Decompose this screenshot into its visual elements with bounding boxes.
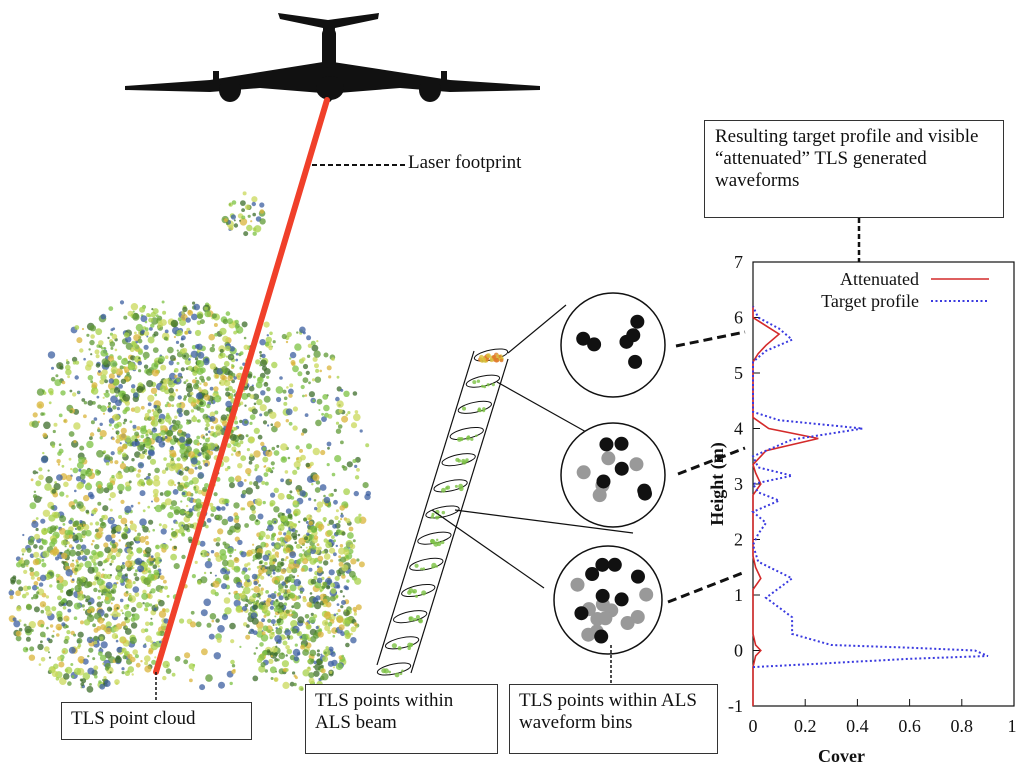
- gray-point: [629, 457, 644, 472]
- y-tick-label: 6: [734, 308, 743, 328]
- tls-point-cloud-label: TLS point cloud: [71, 708, 196, 729]
- y-tick-label: 2: [734, 530, 743, 550]
- target-profile-caption: Resulting target profile and visible “at…: [715, 126, 979, 191]
- black-point: [595, 588, 610, 603]
- black-point: [587, 337, 602, 352]
- y-tick-label: 7: [734, 252, 743, 272]
- black-point: [630, 569, 645, 584]
- black-point: [607, 557, 622, 572]
- gray-point: [598, 611, 613, 626]
- gray-point: [620, 616, 635, 631]
- laser-beam: [153, 97, 330, 675]
- black-point: [614, 436, 629, 451]
- black-point: [614, 592, 629, 607]
- legend-label: Attenuated: [840, 269, 919, 289]
- y-tick-label: 0: [734, 641, 743, 661]
- black-point: [637, 486, 652, 501]
- y-tick-label: 3: [734, 474, 743, 494]
- legend-label: Target profile: [821, 291, 919, 311]
- black-point: [594, 629, 609, 644]
- black-point: [596, 474, 611, 489]
- black-point: [576, 331, 591, 346]
- black-point: [628, 354, 643, 369]
- x-tick-label: 0: [749, 716, 758, 736]
- black-point: [595, 557, 610, 572]
- y-tick-label: 4: [734, 419, 743, 439]
- bin-magnifiers: [553, 292, 666, 655]
- black-point: [626, 328, 641, 343]
- x-tick-label: 0.2: [794, 716, 817, 736]
- plot-frame: [752, 261, 1015, 707]
- tls-point-cloud-box: TLS point cloud: [61, 702, 252, 740]
- gray-point: [576, 465, 591, 480]
- y-axis-label: Height (m): [707, 442, 728, 525]
- tls-points-beam-box: TLS points within ALS beam: [305, 684, 498, 754]
- circle-chart-connectors: [667, 330, 746, 604]
- tls-points-beam-label: TLS points within ALS beam: [315, 690, 454, 733]
- magnifier-middle: [560, 422, 666, 528]
- gray-point: [630, 609, 645, 624]
- series-attenuated: [752, 306, 819, 706]
- als-beam-cylinder: [376, 348, 509, 678]
- black-point: [614, 461, 629, 476]
- laser-footprint-label: Laser footprint: [408, 152, 522, 173]
- magnifier-top: [560, 292, 666, 398]
- series-target-profile: [751, 305, 989, 669]
- gray-point: [601, 451, 616, 466]
- aircraft-icon: [125, 13, 540, 102]
- black-point: [574, 606, 589, 621]
- black-point: [599, 437, 614, 452]
- y-tick-label: 5: [734, 363, 743, 383]
- y-tick-label: 1: [734, 585, 743, 605]
- tls-points-bins-label: TLS points within ALS waveform bins: [519, 690, 697, 733]
- x-tick-label: 0.6: [898, 716, 921, 736]
- x-axis-label: Cover: [818, 746, 865, 766]
- black-point: [630, 314, 645, 329]
- x-tick-label: 1: [1008, 716, 1017, 736]
- target-profile-caption-box: Resulting target profile and visible “at…: [704, 120, 1004, 218]
- profile-chart: -1 0 1 2 3 4 5 6 7 0 0.2 0.4 0.6 0.8 1 Cover Height (m) A…: [707, 252, 1017, 766]
- black-point: [585, 567, 600, 582]
- tls-point-cloud-canopy: [8, 191, 371, 693]
- bin-connector-lines: [431, 304, 634, 589]
- gray-point: [570, 577, 585, 592]
- tls-points-bins-box: TLS points within ALS waveform bins: [509, 684, 718, 754]
- gray-point: [639, 587, 654, 602]
- x-tick-label: 0.4: [846, 716, 869, 736]
- y-tick-label: -1: [728, 696, 743, 716]
- x-tick-label: 0.8: [951, 716, 974, 736]
